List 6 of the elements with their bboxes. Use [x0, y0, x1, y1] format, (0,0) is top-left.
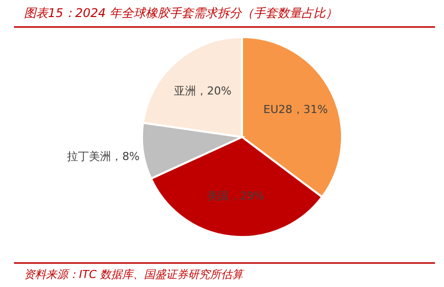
text: 资料来源：ITC 数据库、国盛证券研究所估算 [24, 268, 246, 281]
slice-label: 美国，29% [206, 190, 264, 203]
chart-title: 图表15：2024 年全球橡胶手套需求拆分（手套数量占比） [24, 6, 338, 20]
slice-label: 亚洲，20% [174, 84, 232, 98]
slice-label: 拉丁美洲，8% [67, 150, 140, 163]
slice-label: EU28，31% [263, 103, 328, 116]
